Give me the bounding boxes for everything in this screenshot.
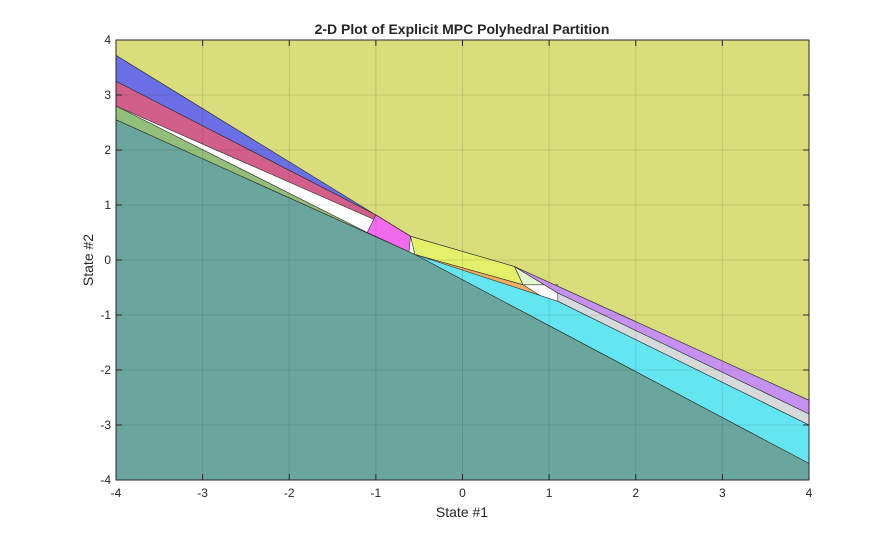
x-tick-label: 0 (459, 486, 466, 500)
y-tick-label: -1 (100, 308, 111, 322)
x-tick-label: -3 (197, 486, 208, 500)
y-tick-label: 2 (104, 143, 111, 157)
y-tick-label: -2 (100, 363, 111, 377)
x-tick-label: 2 (632, 486, 639, 500)
partition-region-5 (375, 214, 411, 237)
y-tick-label: 4 (104, 33, 111, 47)
x-tick-label: 1 (546, 486, 553, 500)
chart-title: 2-D Plot of Explicit MPC Polyhedral Part… (315, 21, 610, 37)
y-tick-label: 3 (104, 88, 111, 102)
regions-layer (115, 39, 810, 481)
x-tick-label: 4 (806, 486, 813, 500)
y-axis-label: State #2 (80, 234, 96, 286)
x-tick-label: -1 (371, 486, 382, 500)
x-axis-label: State #1 (436, 504, 488, 520)
y-tick-label: 0 (104, 253, 111, 267)
y-tick-label: -3 (100, 418, 111, 432)
y-tick-label: 1 (104, 198, 111, 212)
x-tick-label: 3 (719, 486, 726, 500)
ticks-layer: -4 -3 -2 -1 0 1 2 3 4 4 3 2 1 0 -1 -2 -3 -4 (100, 33, 812, 500)
x-tick-label: -4 (111, 486, 122, 500)
y-tick-label: -4 (100, 473, 111, 487)
x-tick-label: -2 (284, 486, 295, 500)
